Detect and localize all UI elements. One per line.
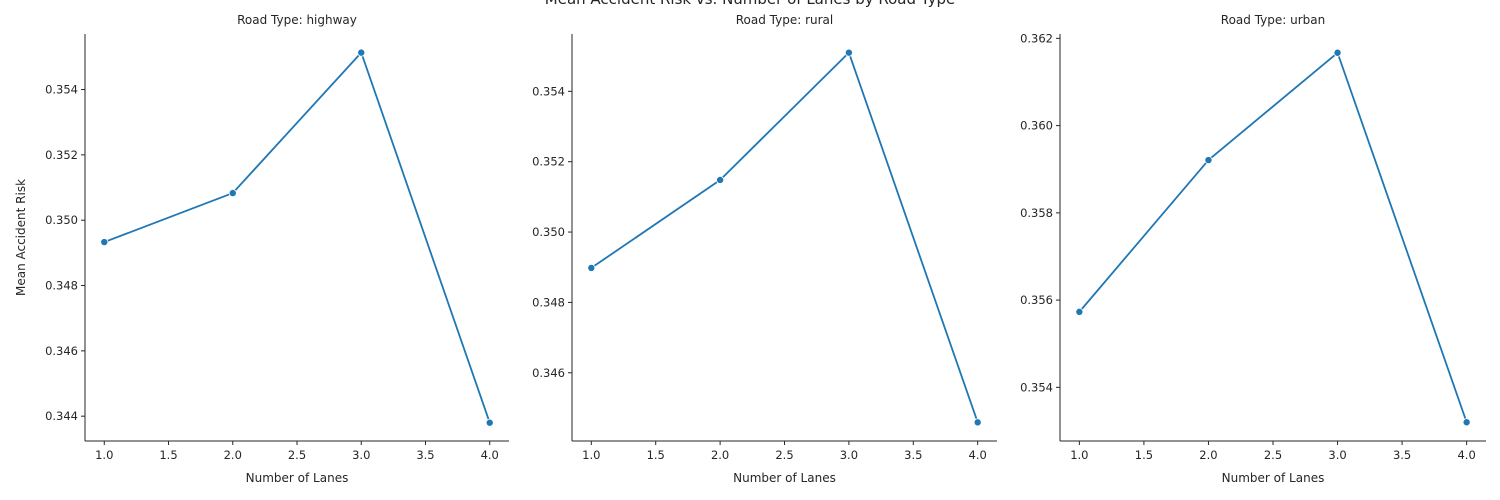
y-tick-label: 0.344 [45,409,78,423]
data-point [1333,48,1342,57]
y-tick-label: 0.350 [45,213,78,227]
x-tick-label: 3.0 [352,448,370,462]
x-tick-label: 4.0 [969,448,987,462]
x-tick-label: 3.5 [1393,448,1411,462]
subplot-3: Road Type: urban 1.0 1.5 2.0 2.5 3.0 3.5 4.0 0.3… [1020,13,1486,485]
y-tick-label: 0.354 [45,83,78,97]
y-tick-label: 0.354 [532,84,565,98]
y-tick-label: 0.352 [532,155,565,169]
x-tick-label: 2.5 [1264,448,1282,462]
x-tick-label: 1.0 [95,448,113,462]
series-line [1078,51,1468,423]
data-point [100,238,109,247]
data-point [228,189,237,198]
figure-suptitle: Mean Accident Risk vs. Number of Lanes b… [545,0,955,8]
y-tick-label: 0.354 [1020,380,1053,394]
subplot-2: Road Type: rural 1.0 1.5 2.0 2.5 3.0 3.5 4.0 0.3… [532,13,997,485]
x-tick-label: 2.5 [775,448,793,462]
subplot-title: Road Type: rural [736,13,834,27]
y-tick-label: 0.358 [1020,206,1053,220]
x-tick-label: 1.5 [1135,448,1153,462]
x-tick-label: 4.0 [1457,448,1475,462]
data-point [716,175,725,184]
subplot-title: Road Type: urban [1221,13,1325,27]
data-point [973,418,982,427]
y-tick-label: 0.346 [45,344,78,358]
x-tick-label: 3.0 [840,448,858,462]
x-tick-label: 2.5 [288,448,306,462]
x-tick-label: 4.0 [481,448,499,462]
y-axis-label: Mean Accident Risk [14,179,28,296]
x-axis-label: Number of Lanes [733,471,836,485]
y-tick-label: 0.360 [1020,119,1053,133]
subplot-title: Road Type: highway [237,13,357,27]
data-point [1462,418,1471,427]
x-axis-label: Number of Lanes [246,471,349,485]
y-tick-label: 0.348 [45,279,78,293]
x-tick-label: 1.0 [1070,448,1088,462]
x-tick-label: 1.5 [159,448,177,462]
data-point [1204,156,1213,165]
y-tick-label: 0.350 [532,225,565,239]
data-point [485,418,494,427]
x-tick-label: 2.0 [224,448,242,462]
y-tick-label: 0.348 [532,295,565,309]
series-line [590,51,979,423]
x-tick-label: 2.0 [1199,448,1217,462]
panels-group: Road Type: highway 1.0 1.5 2.0 2.5 3.0 3.5 4.0 0… [14,13,1486,485]
subplot-1: Road Type: highway 1.0 1.5 2.0 2.5 3.0 3.5 4.0 0… [14,13,509,485]
data-point [1075,307,1084,316]
data-point [844,48,853,57]
y-tick-label: 0.356 [1020,293,1053,307]
x-tick-label: 1.5 [647,448,665,462]
data-point [357,48,366,57]
series-line [103,51,491,424]
x-tick-label: 3.5 [416,448,434,462]
x-tick-label: 1.0 [582,448,600,462]
y-tick-label: 0.346 [532,366,565,380]
y-tick-label: 0.352 [45,148,78,162]
y-tick-label: 0.362 [1020,31,1053,45]
x-axis-label: Number of Lanes [1222,471,1325,485]
x-tick-label: 2.0 [711,448,729,462]
data-point [587,263,596,272]
x-tick-label: 3.5 [904,448,922,462]
x-tick-label: 3.0 [1328,448,1346,462]
